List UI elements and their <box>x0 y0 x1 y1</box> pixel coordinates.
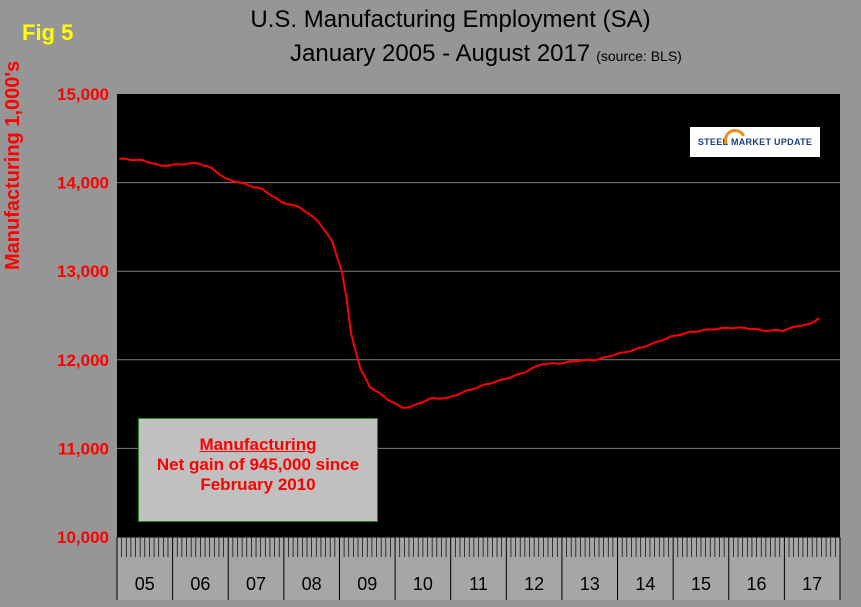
x-tick-label: 06 <box>190 574 210 594</box>
y-tick-label: 13,000 <box>57 262 109 281</box>
steel-market-update-logo: STEEL MARKET UPDATE <box>690 125 820 157</box>
y-tick-label: 10,000 <box>57 528 109 547</box>
y-tick-label: 12,000 <box>57 351 109 370</box>
x-tick-label: 11 <box>469 574 488 594</box>
y-tick-label: 11,000 <box>58 439 109 458</box>
annotation-line2: February 2010 <box>200 475 316 494</box>
x-tick-label: 14 <box>635 574 655 594</box>
x-tick-label: 05 <box>135 574 155 594</box>
annotation-line1: Net gain of 945,000 since <box>156 455 360 474</box>
x-tick-label: 07 <box>246 574 266 594</box>
x-tick-label: 15 <box>691 574 711 594</box>
series-line <box>119 157 820 409</box>
x-tick-label: 10 <box>413 574 433 594</box>
x-tick-label: 09 <box>357 574 377 594</box>
date-range: January 2005 - August 2017 <box>290 40 591 67</box>
x-tick-label: 16 <box>747 574 767 594</box>
source-note: (source: BLS) <box>596 48 682 64</box>
y-tick-label: 14,000 <box>57 174 109 193</box>
figure-label: Fig 5 <box>22 20 74 45</box>
chart-subtitle: January 2005 - August 2017 (source: BLS) <box>290 40 682 68</box>
logo-arc-icon <box>720 125 750 155</box>
annotation-box: Manufacturing Net gain of 945,000 since … <box>138 418 378 522</box>
y-tick-label: 15,000 <box>57 85 109 104</box>
x-tick-label: 12 <box>524 574 544 594</box>
x-tick-label: 08 <box>302 574 322 594</box>
chart-title: U.S. Manufacturing Employment (SA) <box>250 6 651 33</box>
x-tick-label: 13 <box>580 574 600 594</box>
x-tick-label: 17 <box>802 574 822 594</box>
annotation-heading: Manufacturing <box>199 435 317 454</box>
logo-text: STEEL MARKET UPDATE <box>697 137 813 147</box>
